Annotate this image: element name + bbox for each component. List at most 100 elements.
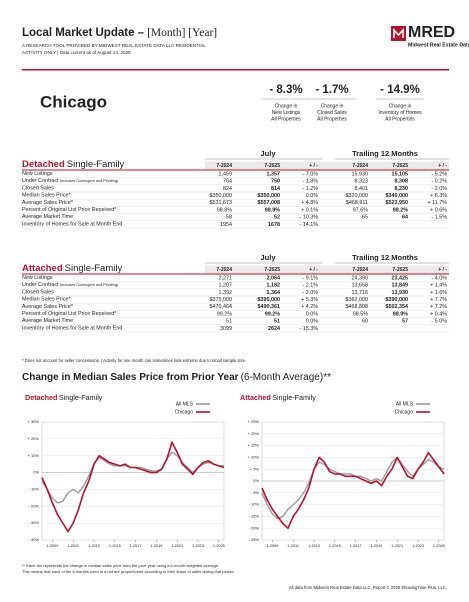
y-tick-label: + 10% xyxy=(28,453,40,458)
cell: 57 xyxy=(402,319,408,325)
cell: + 0.1% xyxy=(301,207,318,213)
charts-title-suffix: (6-Month Average)** xyxy=(241,372,332,383)
stat-value: - 1.7% xyxy=(315,84,348,96)
subtitle: A RESEARCH TOOL PROVIDED BY MIDWEST REAL… xyxy=(22,43,206,48)
x-tick-label: 1-2011 xyxy=(67,544,79,548)
row-label: Percent of Original List Price Received* xyxy=(22,207,117,213)
y-tick-label: - 10% xyxy=(249,502,260,507)
row-label-text: Under Contract xyxy=(22,283,59,289)
cell: 1,459 xyxy=(219,171,233,177)
row-label-text: Average Sales Price* xyxy=(22,304,74,310)
x-tick-label: 1-2015 xyxy=(329,544,341,548)
charts-title-main: Change in Median Sales Price from Prior … xyxy=(22,372,239,383)
cell: 8,401 xyxy=(355,186,369,192)
y-tick-label: - 5% xyxy=(251,490,260,495)
cell: $490,361 xyxy=(258,304,280,310)
cell: $350,000 xyxy=(258,193,280,199)
cell: 64 xyxy=(402,215,408,221)
cell: - 2.0% xyxy=(431,186,447,192)
cell: $502,354 xyxy=(386,304,408,310)
series-line xyxy=(41,441,225,533)
period-header: July xyxy=(260,149,276,158)
row-label-text: Under Contract xyxy=(22,179,59,185)
cell: 98.9% xyxy=(265,207,280,213)
cell: 98.9% xyxy=(393,311,408,317)
cell: 8,308 xyxy=(395,179,409,185)
cell: 98.2% xyxy=(393,207,408,213)
cell: 1678 xyxy=(268,222,280,228)
stat-caption: Change in xyxy=(275,103,298,109)
table-title-a: Attached xyxy=(22,263,63,274)
period-header: Trailing 12 Months xyxy=(352,149,418,158)
column-header-band xyxy=(205,161,449,170)
footnote: ** Each dot represents the change in med… xyxy=(22,563,219,568)
y-tick-label: - 20% xyxy=(249,525,260,530)
y-tick-label: + 15% xyxy=(248,443,260,448)
cell: 2,064 xyxy=(267,275,281,281)
row-label-text: New Listings xyxy=(22,275,53,281)
x-tick-label: 1-2025 xyxy=(213,544,225,548)
row-label: Closed Sales xyxy=(22,290,54,296)
column-header: 7-2024 xyxy=(352,163,368,169)
row-label-text: Inventory of Homes for Sale at Month End xyxy=(22,326,122,332)
row-label-text: Average Market Time xyxy=(22,215,73,221)
column-header: + / - xyxy=(438,267,447,273)
cell: 98.5% xyxy=(353,311,368,317)
cell: + 4.2% xyxy=(301,304,318,310)
table-note: * Does not account for seller concession… xyxy=(22,358,246,363)
stat-value: - 8.3% xyxy=(269,84,302,96)
cell: $375,000 xyxy=(210,297,232,303)
x-tick-label: 1-2017 xyxy=(130,544,142,548)
cell: $531,673 xyxy=(210,200,232,206)
cell: 2624 xyxy=(268,326,280,332)
column-header: 7-2025 xyxy=(392,267,408,273)
column-header: 7-2025 xyxy=(264,267,280,273)
legend-label: All MLS xyxy=(396,401,414,407)
row-label: Percent of Original List Price Received* xyxy=(22,311,117,317)
y-tick-label: 0% xyxy=(253,478,259,483)
cell: - 5.2% xyxy=(431,171,447,177)
cell: 1,207 xyxy=(219,283,233,289)
x-tick-label: 1-2021 xyxy=(171,544,183,548)
cell: 13,658 xyxy=(352,283,369,289)
stat-caption: Inventory of Homes xyxy=(378,110,422,116)
column-header: 7-2025 xyxy=(264,163,280,169)
y-tick-label: - 25% xyxy=(249,537,260,542)
cell: 58 xyxy=(226,215,232,221)
row-label-text: Closed Sales xyxy=(22,290,54,296)
column-header: + / - xyxy=(438,163,447,169)
cell: 99.2% xyxy=(217,311,232,317)
table-title: Attached Single-Family xyxy=(22,263,122,274)
chart-title-b: Single-Family xyxy=(59,393,103,402)
table-title: Detached Single-Family xyxy=(22,159,125,170)
cell: 1,182 xyxy=(267,283,281,289)
table-title-a: Detached xyxy=(22,159,65,170)
legend-label: Chicago xyxy=(175,409,194,415)
cell: $468,808 xyxy=(346,304,368,310)
logo-tagline: Midwest Real Estate Data xyxy=(408,42,469,48)
cell: 13,716 xyxy=(352,290,369,296)
cell: - 5.0% xyxy=(431,319,447,325)
cell: - 15.3% xyxy=(299,326,318,332)
x-tick-label: 1-2009 xyxy=(46,544,58,548)
x-tick-label: 1-2025 xyxy=(433,544,445,548)
stat-caption: New Listings xyxy=(272,110,301,116)
stat-caption: All Properties xyxy=(317,116,347,122)
cell: 0.0% xyxy=(306,319,318,325)
cell: 1954 xyxy=(220,222,232,228)
cell: $340,000 xyxy=(386,193,408,199)
cell: 15,105 xyxy=(392,171,409,177)
row-label: Inventory of Homes for Sale at Month End xyxy=(22,326,122,332)
cell: - 4.0% xyxy=(431,275,447,281)
y-tick-label: + 25% xyxy=(248,419,260,424)
cell: $350,000 xyxy=(210,193,232,199)
cell: - 1.2% xyxy=(302,186,318,192)
cell: + 5.3% xyxy=(301,297,318,303)
row-label-text: Median Sales Price* xyxy=(22,193,71,199)
cell: 1,392 xyxy=(219,290,233,296)
area-name: Chicago xyxy=(40,92,107,111)
cell: $523,950 xyxy=(386,200,408,206)
cell: 2,271 xyxy=(219,275,233,281)
cell: - 0.2% xyxy=(431,179,447,185)
y-tick-label: - 40% xyxy=(29,537,40,542)
